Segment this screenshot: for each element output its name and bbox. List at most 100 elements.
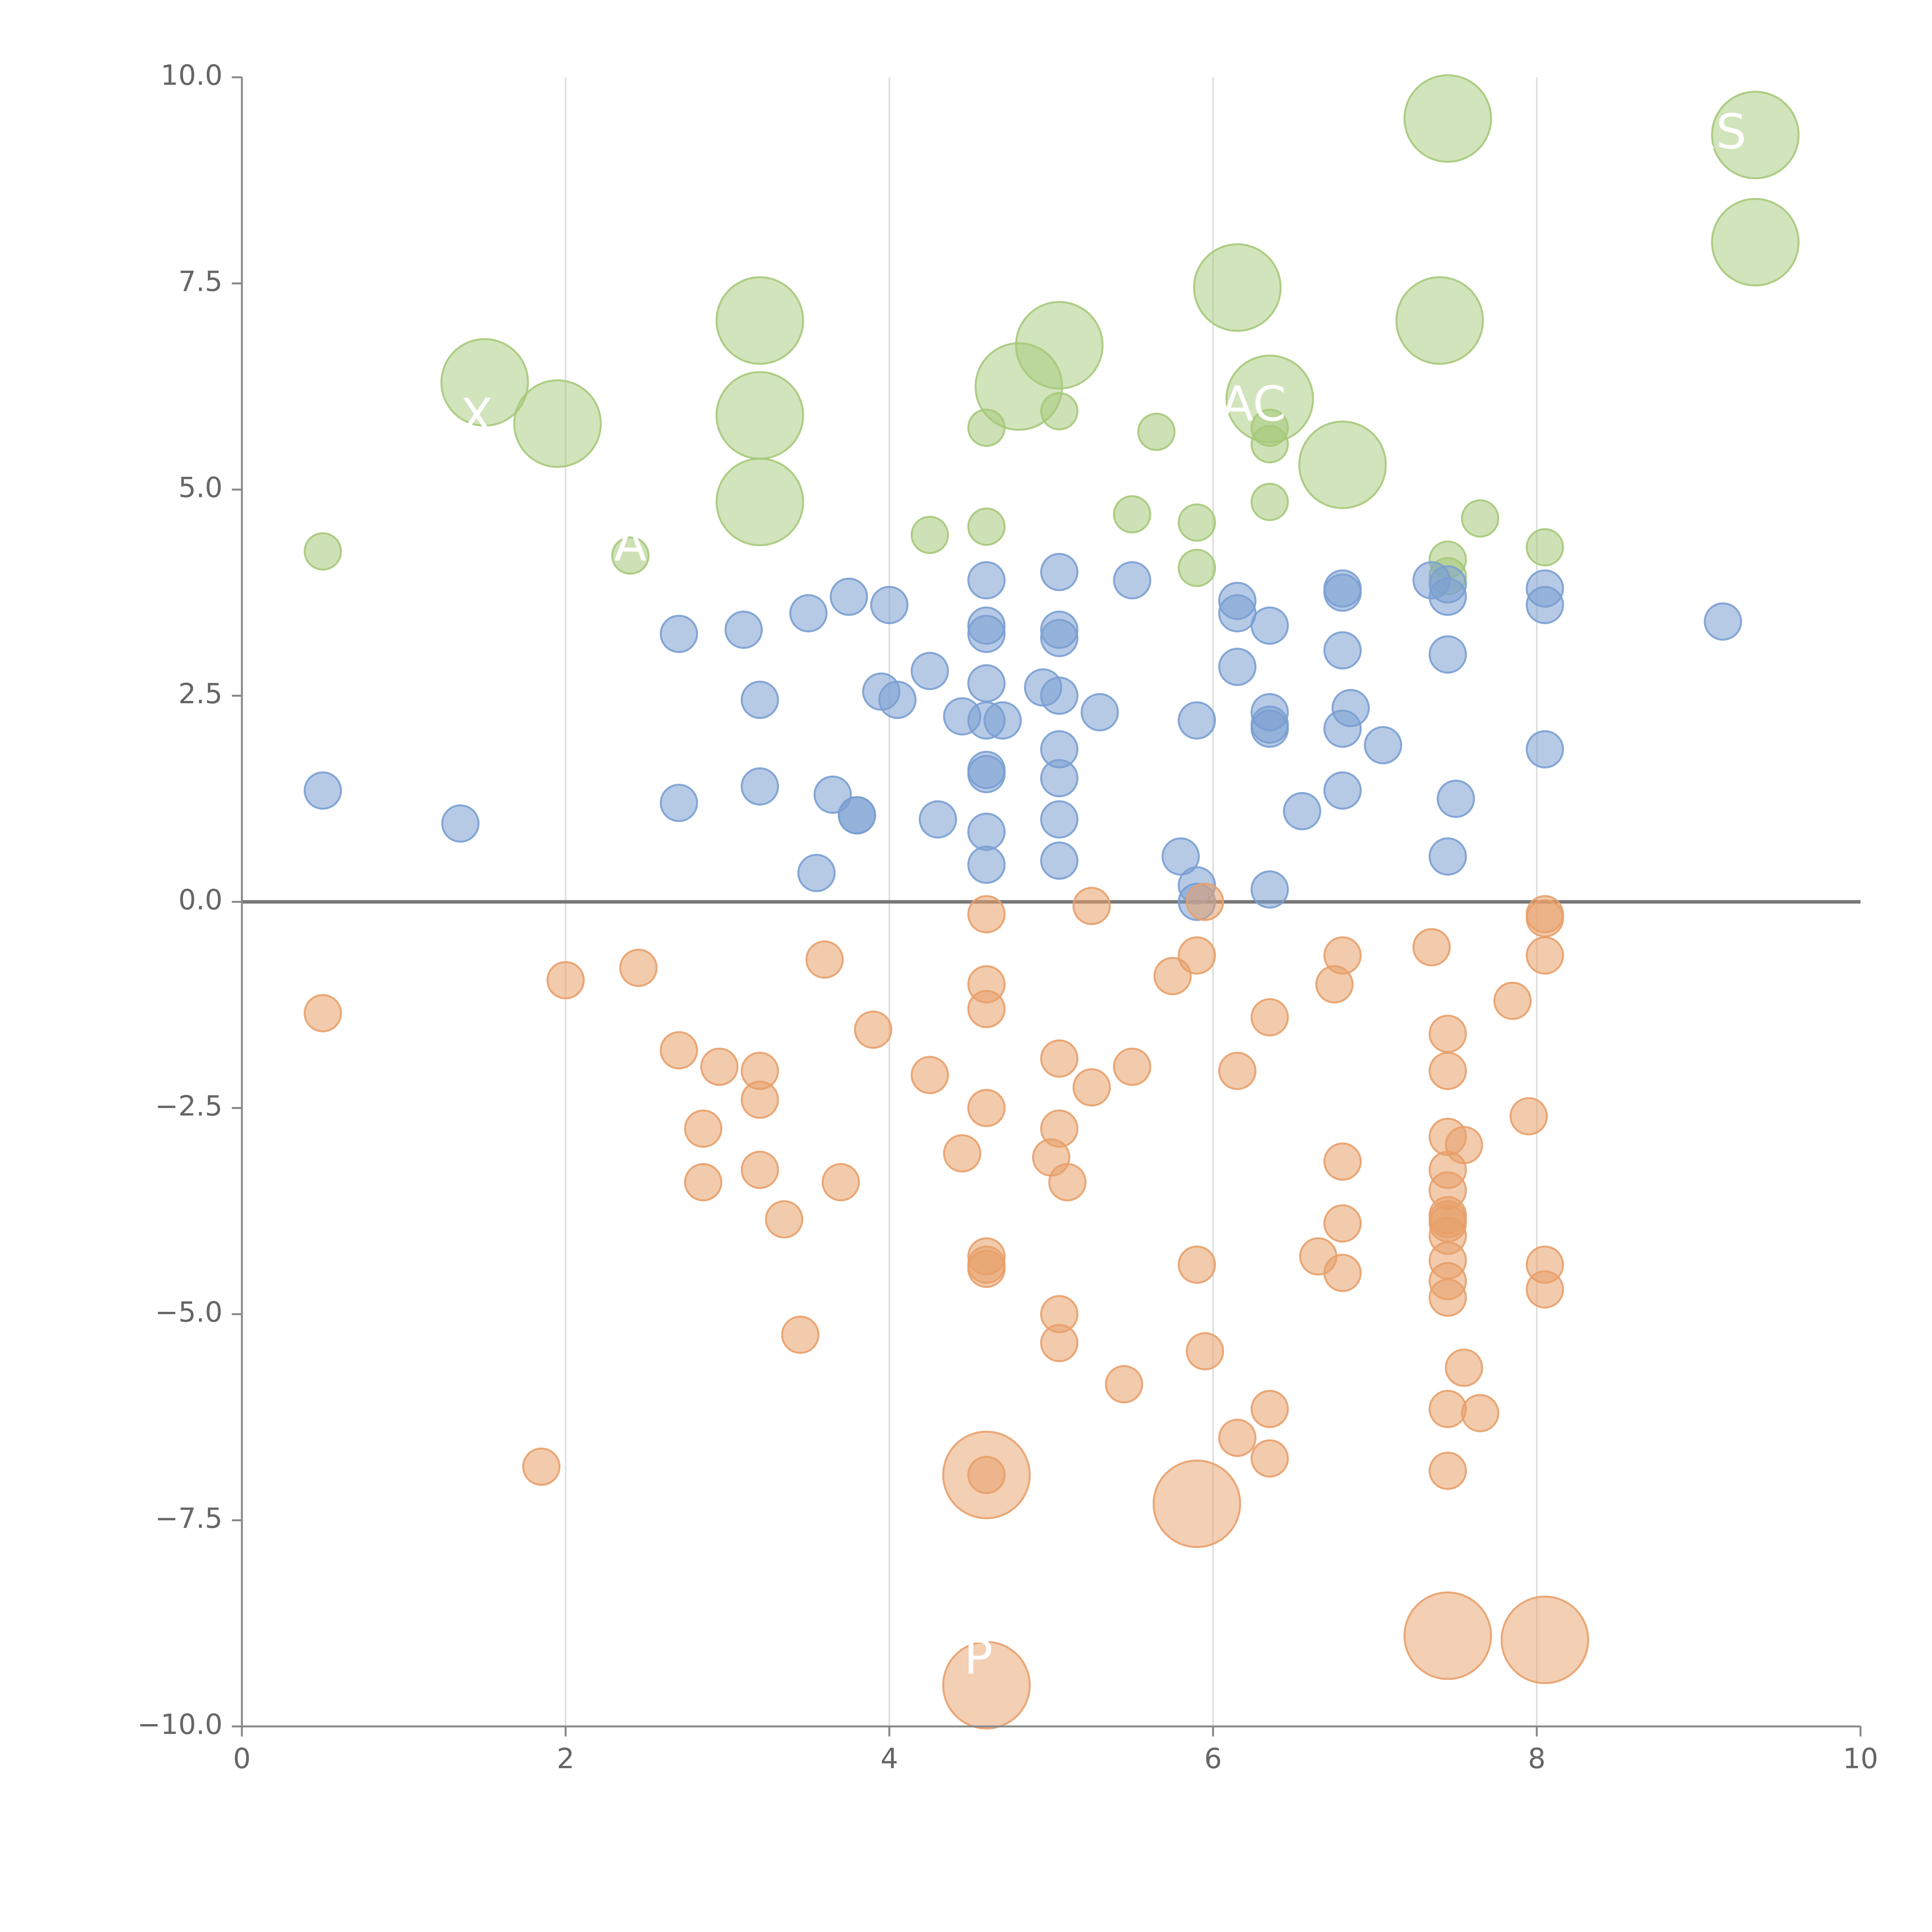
data-point-middle [1040, 677, 1078, 715]
data-point-middle [660, 784, 698, 822]
data-point-bottom [1323, 1142, 1362, 1181]
data-point-middle [740, 680, 779, 719]
y-tick-label: 5.0 [178, 471, 223, 504]
data-point-bottom [522, 1447, 561, 1486]
data-point-middle [1080, 693, 1119, 731]
data-point-middle [838, 796, 876, 835]
x-tick-label: 10 [1843, 1742, 1878, 1775]
data-point-bottom [967, 1250, 1006, 1288]
data-point-bottom [1250, 1439, 1289, 1478]
data-point-top [513, 379, 602, 468]
y-tick-label: −7.5 [155, 1502, 223, 1534]
data-point-middle [1429, 635, 1467, 674]
data-point-bottom [1526, 1270, 1564, 1309]
data-point-middle [870, 586, 909, 624]
x-tick-label: 4 [881, 1742, 898, 1775]
data-point-bottom [619, 949, 658, 987]
data-point-top [715, 276, 804, 365]
data-point-top [1298, 420, 1387, 509]
data-point-middle [1040, 619, 1078, 657]
y-axis-ticks: −10.0 −7.5 −5.0 −2.5 0.0 2.5 5.0 7.5 10.0 [137, 59, 242, 1741]
data-point-middle [918, 800, 957, 839]
data-point-top [1015, 301, 1104, 390]
data-point-bottom [1323, 1253, 1362, 1292]
data-point-middle [1040, 759, 1078, 798]
y-tick-label: 0.0 [178, 884, 223, 916]
data-point-bottom [740, 1151, 779, 1189]
data-point-middle [1323, 631, 1362, 670]
data-point-top [1395, 276, 1484, 365]
data-point-middle [740, 767, 779, 806]
data-point-bottom [1178, 1245, 1216, 1284]
data-point-middle [1040, 553, 1078, 591]
y-tick-label: −5.0 [155, 1296, 223, 1328]
data-point-bottom [781, 1315, 820, 1354]
data-point-top [967, 507, 1006, 546]
data-point-middle [1250, 606, 1289, 645]
data-point-bottom [1323, 936, 1362, 975]
data-point-middle [1323, 573, 1362, 612]
data-point-middle [983, 701, 1022, 740]
data-point-top [611, 536, 650, 575]
data-point-bottom [942, 1641, 1031, 1730]
data-point-bottom [1429, 1014, 1467, 1053]
data-point-top [1711, 90, 1800, 179]
data-point-top [1040, 392, 1078, 430]
data-points [303, 74, 1800, 1730]
data-point-middle [967, 561, 1006, 600]
data-point-bottom [1040, 1324, 1078, 1362]
data-point-bottom [942, 1430, 1031, 1519]
data-point-bottom [1185, 1332, 1224, 1371]
data-point-middle [967, 813, 1006, 851]
data-point-middle [797, 854, 836, 892]
data-point-bottom [1218, 1418, 1257, 1457]
data-point-middle [1250, 870, 1289, 909]
x-tick-label: 2 [557, 1742, 575, 1775]
point-label: A [614, 517, 647, 572]
y-tick-label: −2.5 [155, 1090, 223, 1122]
data-point-bottom [684, 1109, 723, 1148]
y-tick-label: −10.0 [137, 1708, 223, 1741]
y-tick-label: 10.0 [161, 59, 223, 92]
data-point-middle [1526, 586, 1564, 624]
x-tick-label: 6 [1204, 1742, 1222, 1775]
data-point-top [1526, 528, 1564, 566]
y-tick-label: 2.5 [178, 677, 223, 710]
data-point-top [440, 338, 529, 427]
data-point-bottom [1493, 981, 1532, 1020]
data-point-middle [1437, 779, 1475, 818]
y-tick-label: 7.5 [178, 265, 223, 298]
data-point-middle [303, 771, 342, 810]
data-point-bottom [660, 1031, 698, 1070]
data-point-bottom [967, 895, 1006, 934]
data-point-middle [1323, 771, 1362, 810]
data-point-bottom [740, 1080, 779, 1119]
data-point-bottom [765, 1200, 803, 1239]
data-point-middle [1429, 837, 1467, 876]
data-point-middle [967, 845, 1006, 884]
data-point-bottom [1429, 1389, 1467, 1428]
point-label: AC [1221, 376, 1286, 432]
data-point-bottom [1403, 1591, 1492, 1680]
data-point-bottom [1178, 936, 1216, 975]
data-point-top [1461, 499, 1500, 538]
x-tick-label: 8 [1528, 1742, 1546, 1775]
data-point-bottom [1250, 1389, 1289, 1428]
data-point-bottom [1105, 1365, 1143, 1403]
data-point-bottom [700, 1048, 739, 1086]
data-point-top [715, 371, 804, 460]
data-point-middle [967, 755, 1006, 793]
data-point-top [715, 457, 804, 546]
data-point-bottom [1429, 1051, 1467, 1090]
data-point-bottom [1072, 887, 1111, 925]
data-point-top [1178, 503, 1216, 542]
data-point-middle [441, 804, 480, 843]
data-point-middle [789, 594, 828, 633]
data-point-bottom [967, 990, 1006, 1028]
data-point-middle [1331, 689, 1370, 728]
data-point-bottom [1500, 1595, 1589, 1684]
data-point-top [1250, 408, 1289, 447]
data-point-bottom [1509, 1097, 1548, 1136]
data-point-bottom [684, 1163, 723, 1202]
data-point-top [1137, 413, 1176, 451]
